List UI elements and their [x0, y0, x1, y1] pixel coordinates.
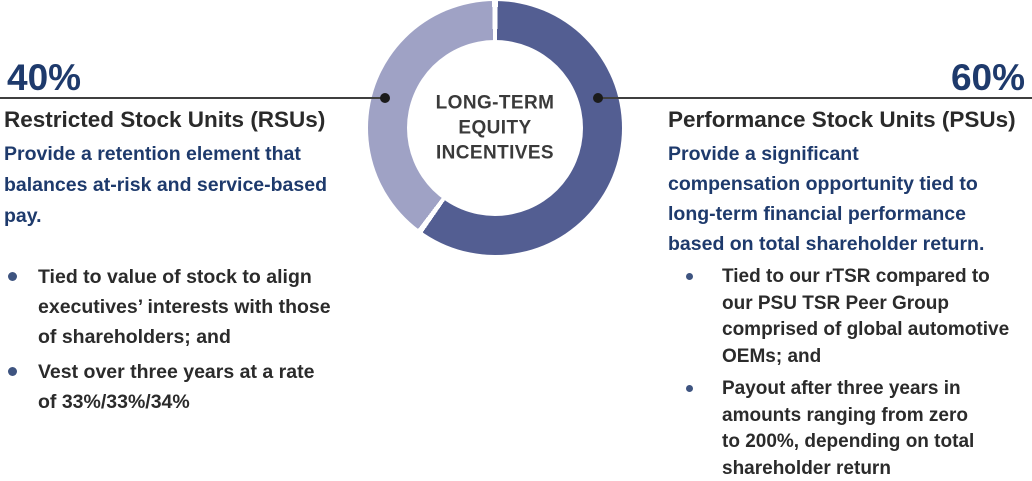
rsu-percentage: 40%: [7, 57, 82, 98]
rsu-title: Restricted Stock Units (RSUs): [4, 107, 326, 132]
rsu-description: Provide a retention element that balance…: [4, 143, 327, 227]
donut-hole: [407, 40, 583, 216]
psu-title: Performance Stock Units (PSUs): [668, 107, 1016, 132]
psu-bullet-list: Tied to our rTSR compared to our PSU TSR…: [684, 264, 1032, 481]
right-connector-line: [598, 97, 1032, 99]
donut-chart: LONG-TERM EQUITY INCENTIVES: [368, 1, 622, 255]
left-connector-line: [0, 97, 386, 99]
right-connector-dot: [593, 93, 603, 103]
rsu-bullet-2: Vest over three years at a rate of 33%/3…: [5, 357, 355, 417]
rsu-bullet-1: Tied to value of stock to align executiv…: [5, 262, 355, 352]
psu-percentage: 60%: [950, 57, 1025, 98]
psu-bullet-1: Tied to our rTSR compared to our PSU TSR…: [684, 264, 1032, 370]
left-connector-dot: [380, 93, 390, 103]
donut-center-label: LONG-TERM EQUITY INCENTIVES: [435, 92, 555, 164]
psu-description: Provide a significant compensation oppor…: [668, 143, 985, 255]
psu-bullet-2: Payout after three years in amounts rang…: [684, 376, 1032, 481]
rsu-bullet-list: Tied to value of stock to align executiv…: [5, 262, 355, 422]
